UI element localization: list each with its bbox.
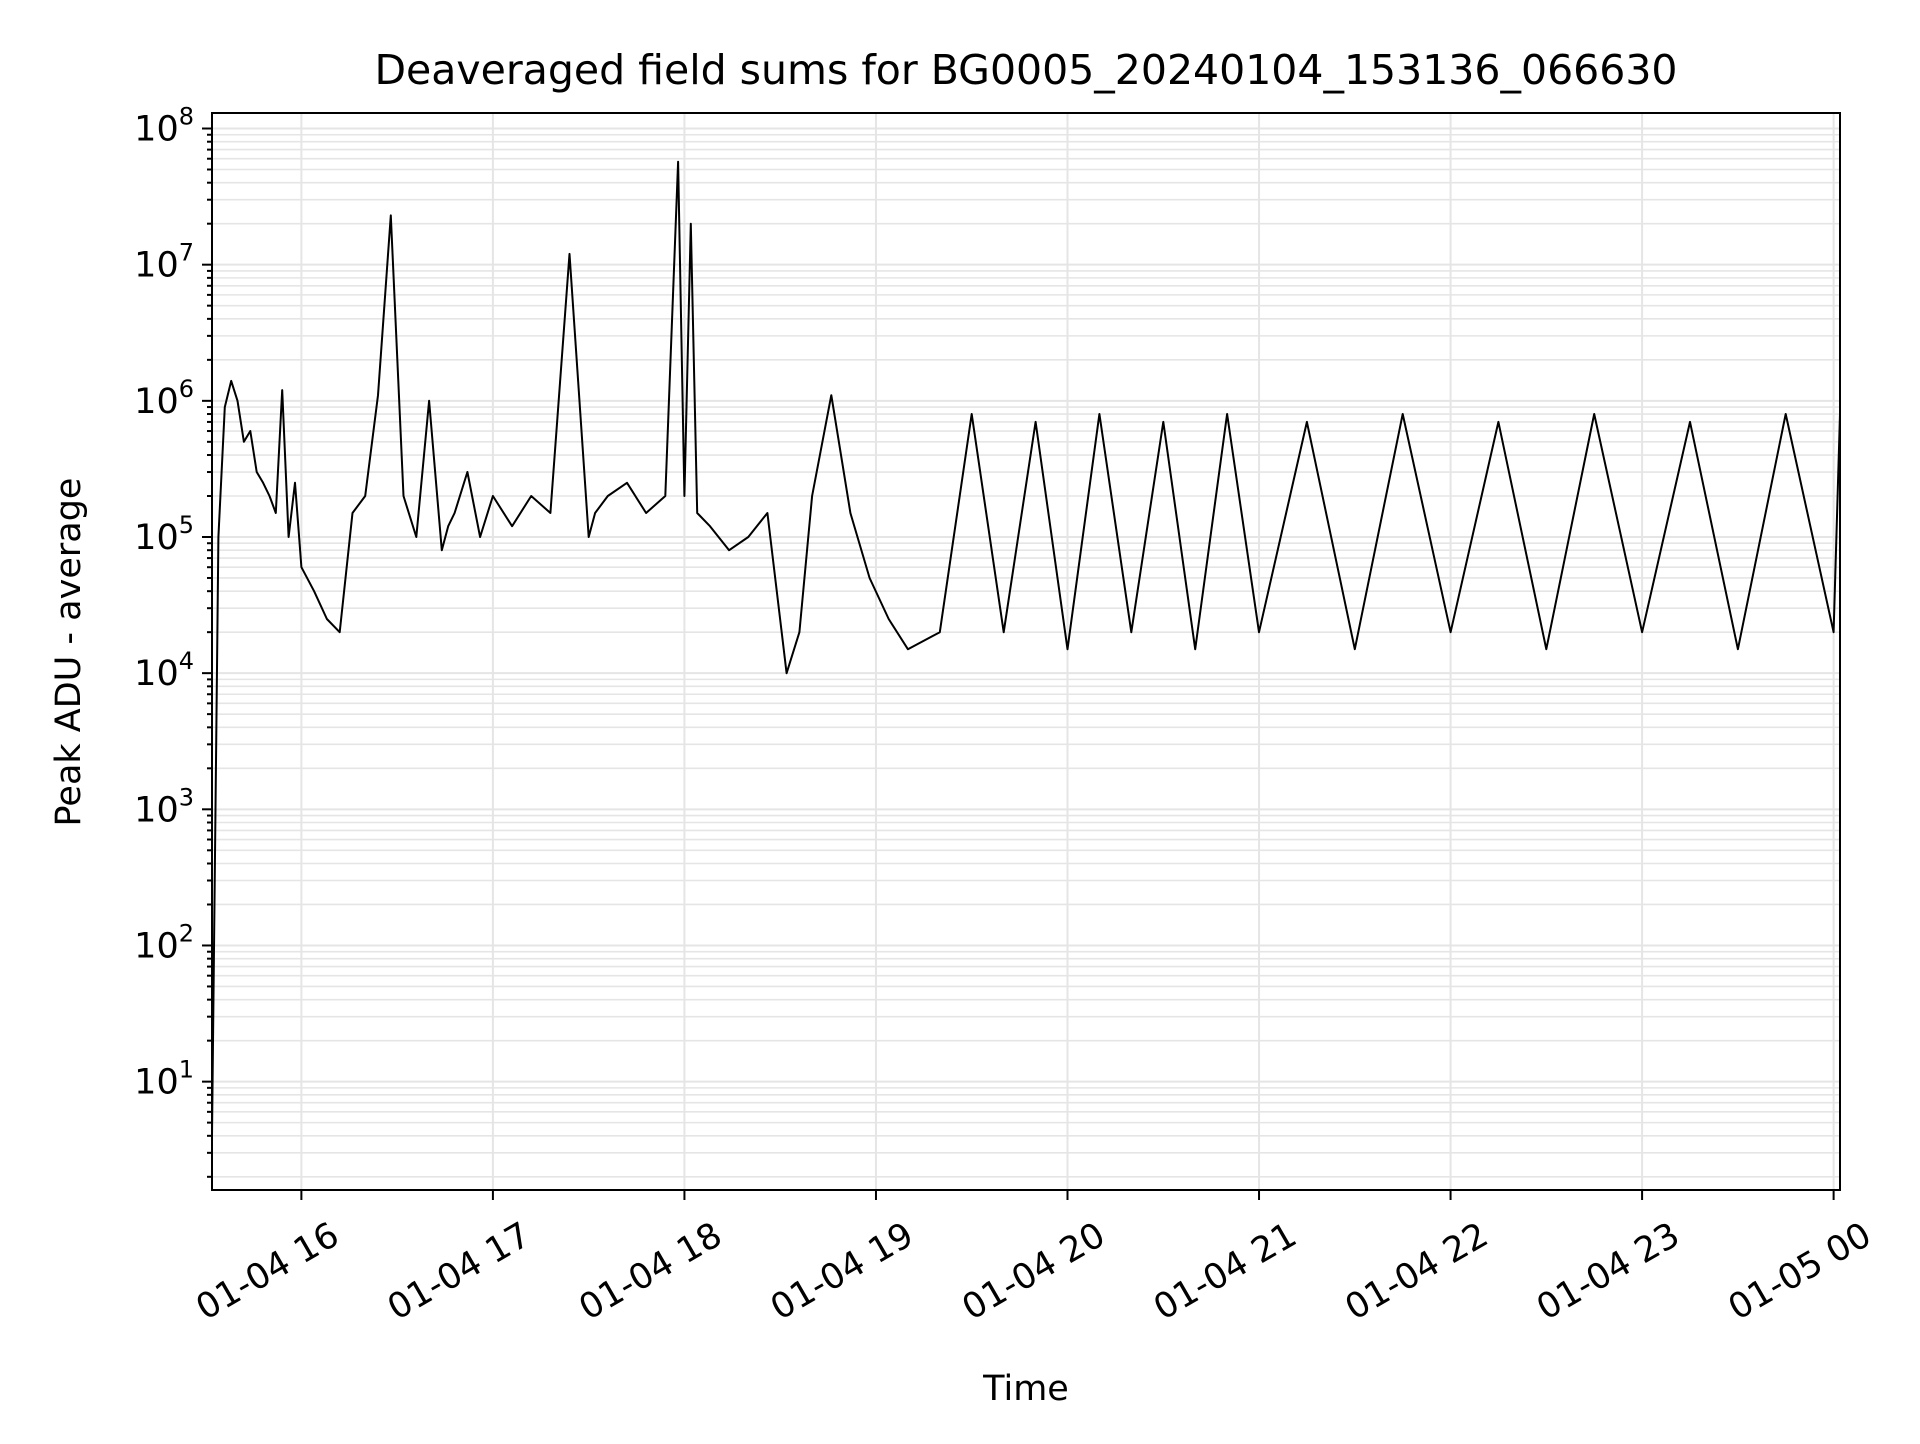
plot-frame — [211, 112, 1841, 1191]
y-tick-label: 103 — [134, 783, 194, 830]
y-tick-label: 102 — [134, 919, 194, 966]
y-tick-label: 104 — [134, 647, 194, 694]
y-tick-label: 106 — [134, 375, 194, 422]
y-tick-label: 107 — [134, 239, 194, 286]
y-axis-label: Peak ADU - average — [49, 478, 89, 827]
y-tick-label: 105 — [134, 511, 194, 558]
x-axis-label: Time — [982, 1369, 1069, 1409]
y-tick-label: 108 — [134, 103, 194, 150]
y-tick-label: 101 — [134, 1056, 194, 1103]
chart-title: Deaveraged field sums for BG0005_2024010… — [374, 46, 1677, 94]
grid-lines — [212, 113, 1840, 1190]
series-layer — [211, 160, 1841, 1136]
series-line — [211, 160, 1841, 1136]
